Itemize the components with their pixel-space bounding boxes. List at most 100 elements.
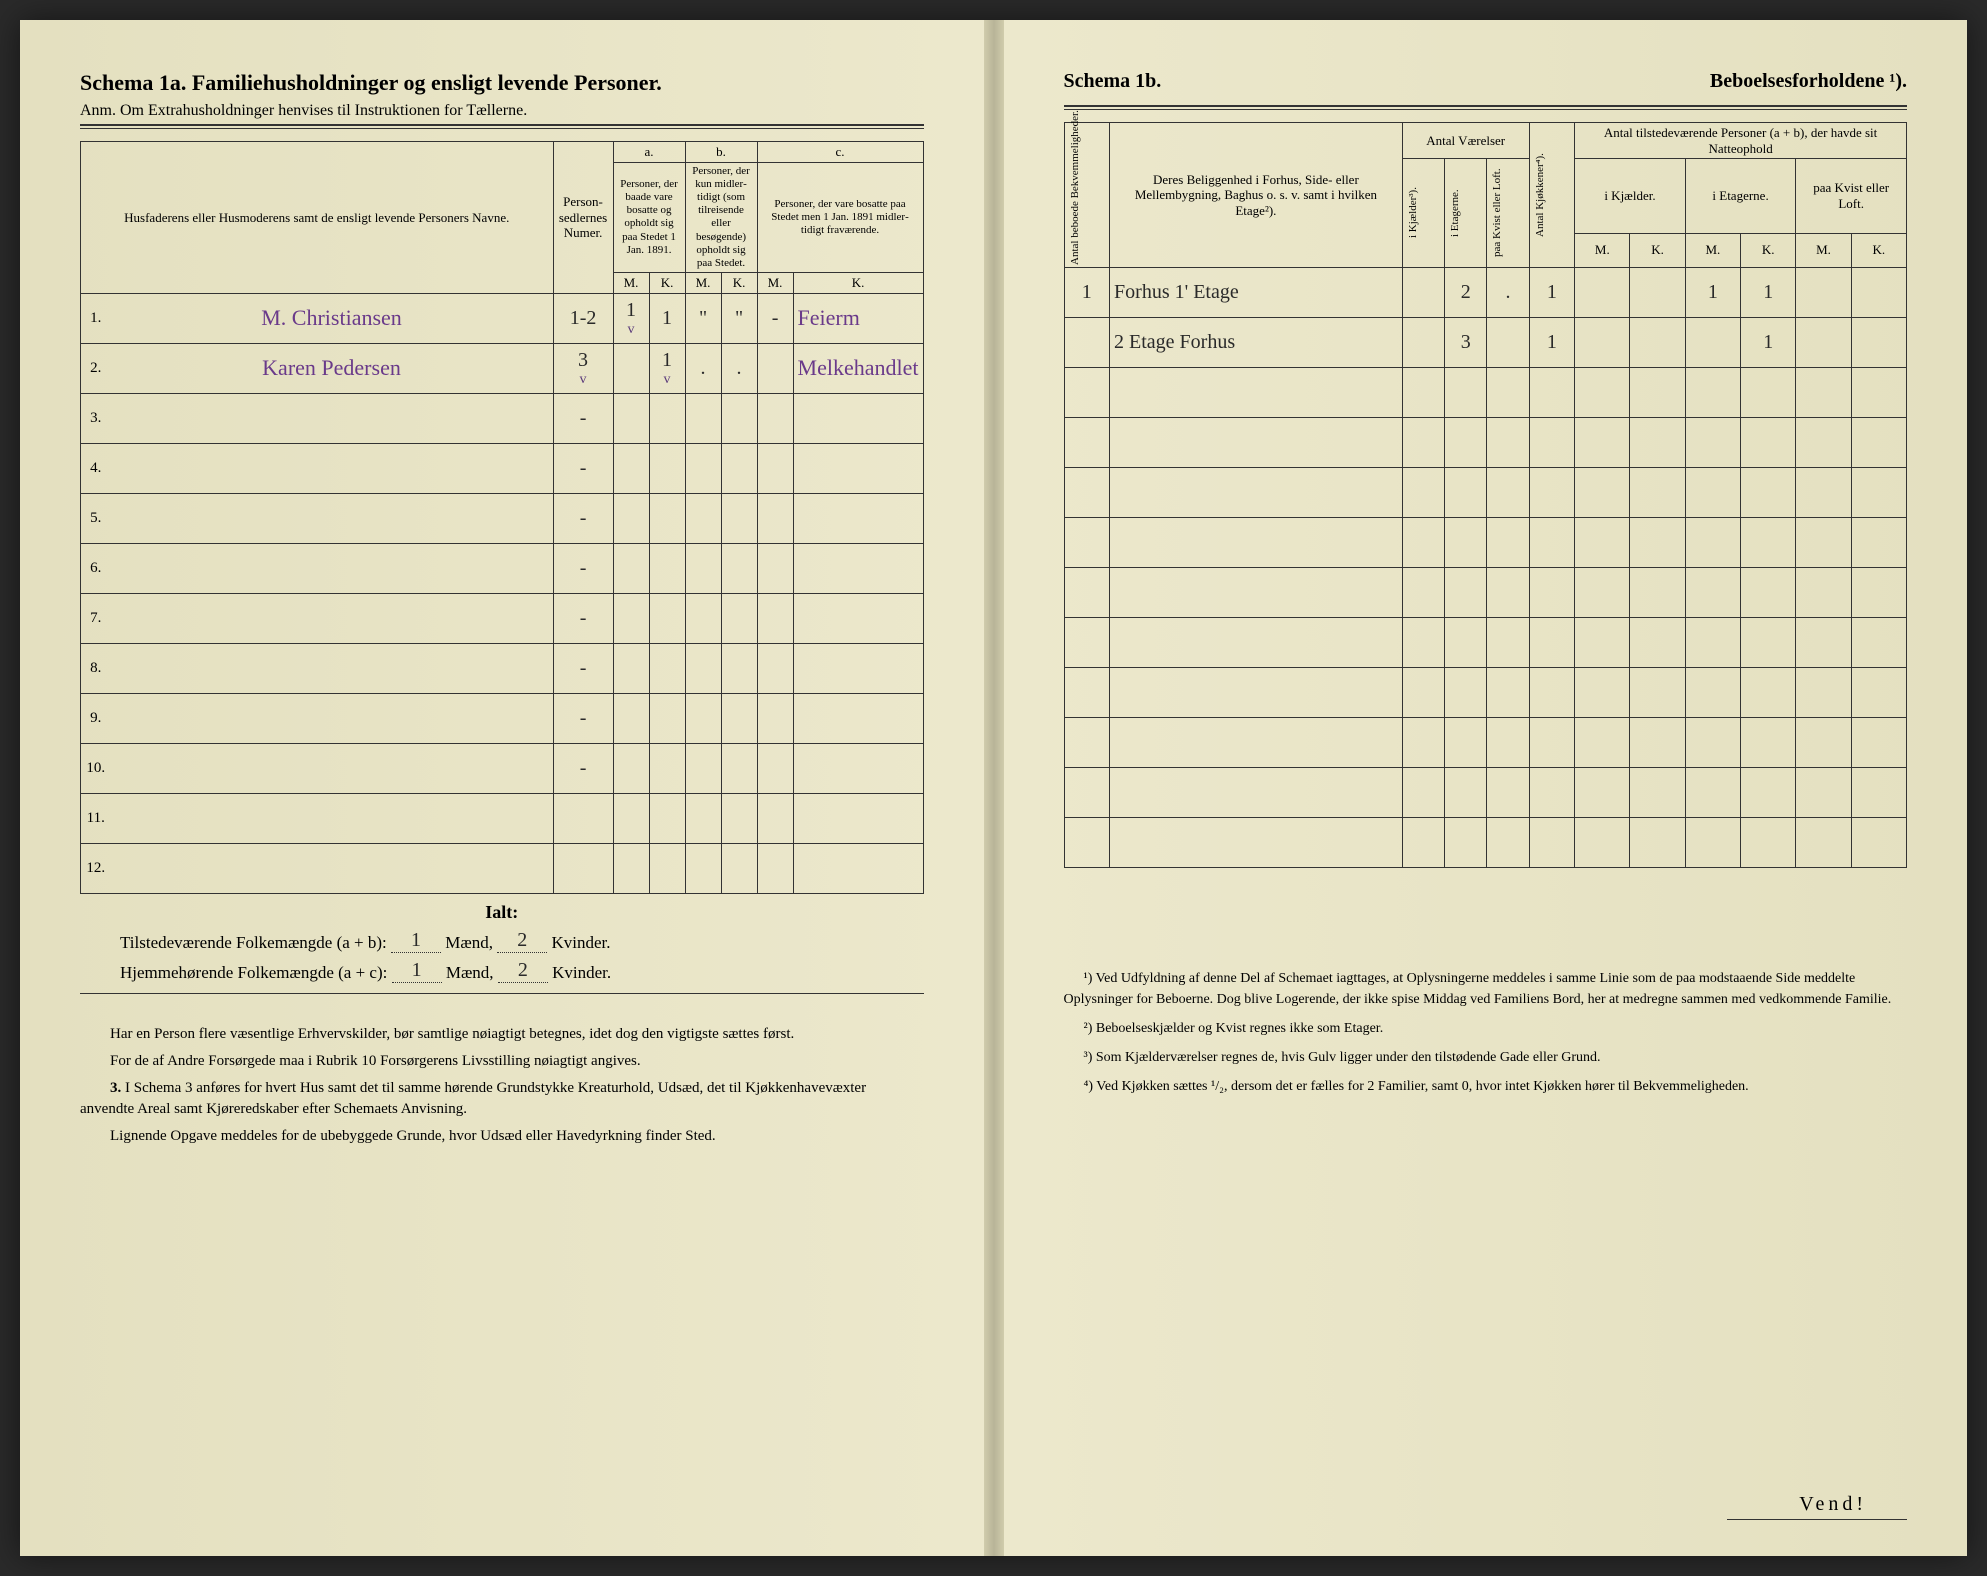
name-cell: M. Christiansen [111, 293, 554, 343]
kjael-cell [1402, 718, 1444, 768]
nk-m-cell [1575, 468, 1630, 518]
nk-m-cell [1575, 418, 1630, 468]
ne-k-cell [1741, 468, 1796, 518]
kjael-cell [1402, 468, 1444, 518]
nk-k-cell [1630, 468, 1685, 518]
nkv-m-cell [1796, 518, 1851, 568]
head-b-m: M. [685, 273, 721, 294]
kvist-cell [1487, 668, 1529, 718]
nummer-cell: - [553, 693, 613, 743]
row-number: 4. [81, 443, 111, 493]
ne-k-cell [1741, 568, 1796, 618]
nk-m-cell [1575, 368, 1630, 418]
b-m-cell [685, 643, 721, 693]
nk-m-cell [1575, 568, 1630, 618]
schema-1b-table: Antal beboede Bekvemmeligheder. Deres Be… [1064, 122, 1908, 868]
table-row: 4. - [81, 443, 924, 493]
nk-k-cell [1630, 518, 1685, 568]
ne-m-cell [1685, 718, 1740, 768]
kjael-cell [1402, 318, 1444, 368]
summary-ab: Tilstedeværende Folkemængde (a + b): 1 M… [120, 929, 924, 953]
b-m-cell [685, 843, 721, 893]
head-a-k: K. [649, 273, 685, 294]
nummer-cell: - [553, 543, 613, 593]
ne-k-cell: 1 [1741, 318, 1796, 368]
head-kjokk-label: Antal Kjøkkener⁴). [1534, 125, 1547, 265]
kjael-cell [1402, 768, 1444, 818]
table-row: 9. - [81, 693, 924, 743]
nk-k-cell [1630, 618, 1685, 668]
b-k-cell [721, 843, 757, 893]
table-row: 1. M. Christiansen 1-2 1v 1 " " - Feierm [81, 293, 924, 343]
nummer-cell [553, 843, 613, 893]
document-spread: Schema 1a. Familiehusholdninger og ensli… [20, 20, 1967, 1556]
kjael-cell [1402, 568, 1444, 618]
head-vaer-etag-label: i Etagerne. [1449, 168, 1462, 258]
left-footnotes: Har en Person flere væsentlige Erhvervsk… [80, 1024, 924, 1147]
head-ne-k: K. [1741, 233, 1796, 267]
sum-ab-m: 1 [391, 929, 441, 953]
a-m-cell [613, 543, 649, 593]
row-number: 1. [81, 293, 111, 343]
head-bekv-label: Antal beboede Bekvemmeligheder. [1069, 125, 1082, 265]
table-row [1064, 418, 1907, 468]
c-k-cell [793, 393, 923, 443]
b-k-cell [721, 643, 757, 693]
kjael-cell [1402, 418, 1444, 468]
head-natte-kvist: paa Kvist eller Loft. [1796, 159, 1907, 233]
nummer-cell [553, 793, 613, 843]
b-m-cell [685, 443, 721, 493]
table-row: 1 Forhus 1' Etage 2 . 1 1 1 [1064, 268, 1907, 318]
kvist-cell [1487, 468, 1529, 518]
c-k-cell: Feierm [793, 293, 923, 343]
belig-cell: 2 Etage Forhus [1110, 318, 1403, 368]
belig-cell [1110, 718, 1403, 768]
kvist-cell [1487, 818, 1529, 868]
head-vaer-etag: i Etagerne. [1445, 159, 1487, 268]
kjokk-cell [1529, 518, 1575, 568]
left-page: Schema 1a. Familiehusholdninger og ensli… [20, 20, 984, 1556]
sum-ab-k: 2 [497, 929, 547, 953]
kvist-cell: . [1487, 268, 1529, 318]
b-k-cell [721, 393, 757, 443]
table-row [1064, 668, 1907, 718]
kjokk-cell [1529, 618, 1575, 668]
name-cell: Karen Pedersen [111, 343, 554, 393]
kjokk-cell [1529, 568, 1575, 618]
sum-ac-klabel: Kvinder. [552, 963, 611, 982]
nkv-k-cell [1851, 518, 1906, 568]
nk-k-cell [1630, 768, 1685, 818]
nkv-m-cell [1796, 768, 1851, 818]
a-k-cell [649, 593, 685, 643]
c-k-cell [793, 743, 923, 793]
ne-m-cell [1685, 568, 1740, 618]
nkv-m-cell [1796, 468, 1851, 518]
nummer-cell: - [553, 493, 613, 543]
head-beliggenhed: Deres Beliggenhed i Forhus, Side- eller … [1110, 123, 1403, 268]
table-row: 8. - [81, 643, 924, 693]
head-nkv-k: K. [1851, 233, 1906, 267]
a-k-cell [649, 643, 685, 693]
c-m-cell [757, 593, 793, 643]
b-k-cell [721, 693, 757, 743]
name-cell [111, 543, 554, 593]
name-cell [111, 443, 554, 493]
nk-k-cell [1630, 818, 1685, 868]
nummer-cell: - [553, 443, 613, 493]
bekv-cell [1064, 718, 1110, 768]
a-k-cell: 1 [649, 293, 685, 343]
b-k-cell [721, 743, 757, 793]
head-ne-m: M. [1685, 233, 1740, 267]
a-k-cell [649, 843, 685, 893]
bekv-cell [1064, 568, 1110, 618]
ne-k-cell [1741, 418, 1796, 468]
head-nk-k: K. [1630, 233, 1685, 267]
nummer-cell: - [553, 643, 613, 693]
bekv-cell [1064, 668, 1110, 718]
ne-m-cell: 1 [1685, 268, 1740, 318]
ne-m-cell [1685, 468, 1740, 518]
row-number: 9. [81, 693, 111, 743]
a-m-cell: 1v [613, 293, 649, 343]
kjael-cell [1402, 818, 1444, 868]
head-natte-kjael: i Kjæl­der. [1575, 159, 1686, 233]
